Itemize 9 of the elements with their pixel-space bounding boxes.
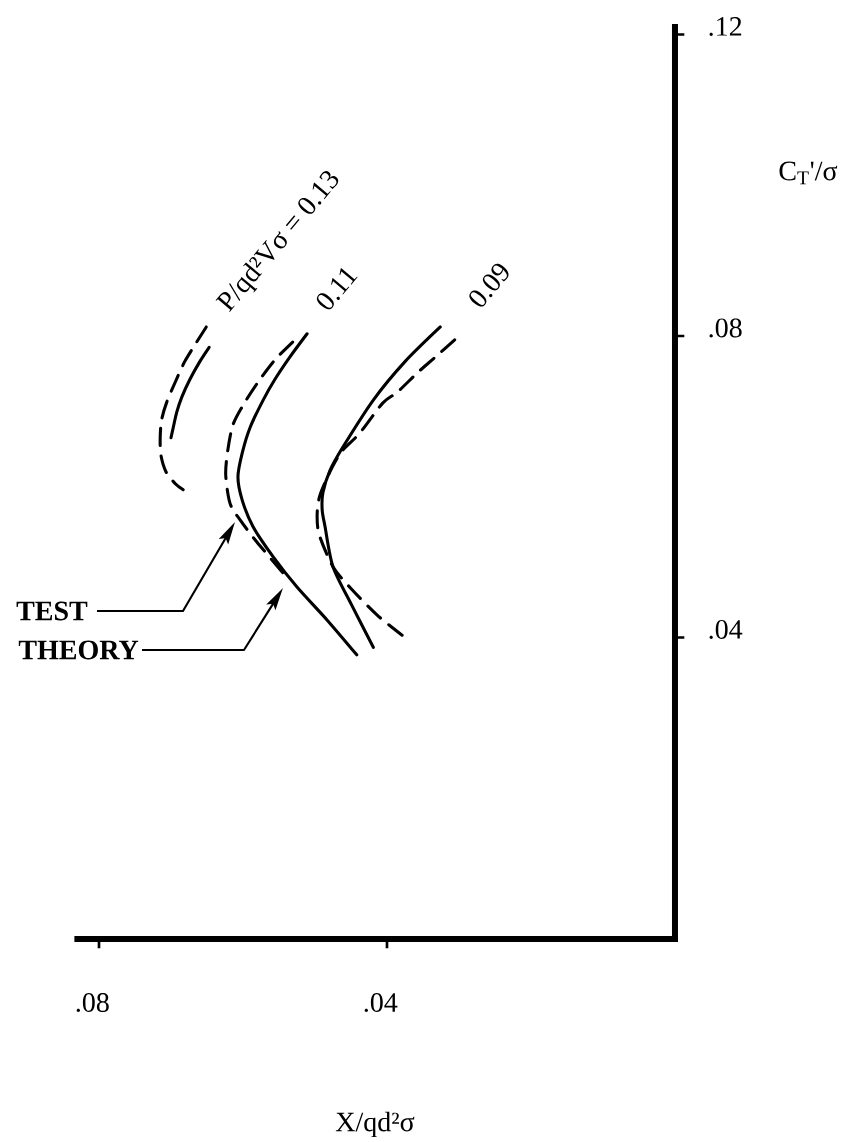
y-tick-label: .08 (709, 318, 742, 338)
annotation: 0.11 (316, 268, 358, 310)
y-tick-label: .12 (709, 17, 742, 37)
y-axis-title: C$_{T}$'/σ (779, 161, 838, 185)
x-axis-title: X/qd²σ (335, 1111, 415, 1138)
annotation: 0.09 (469, 263, 509, 307)
y-tick-label: .04 (709, 620, 743, 640)
annotation: THEORY (18, 640, 139, 660)
annotation: TEST (16, 601, 88, 621)
